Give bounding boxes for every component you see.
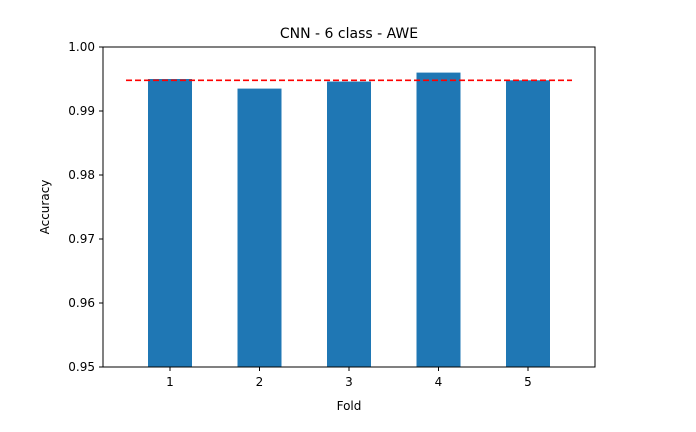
y-tick-label: 1.00 [68, 40, 95, 54]
bar-fold-4 [416, 72, 461, 367]
y-tick-label: 0.96 [68, 296, 95, 310]
y-tick-label: 0.95 [68, 360, 95, 374]
x-tick-label: 1 [166, 375, 174, 389]
y-tick-label: 0.97 [68, 232, 95, 246]
bars-group [148, 72, 550, 367]
x-tick-label: 2 [256, 375, 264, 389]
x-tick-label: 4 [435, 375, 443, 389]
x-tick-label: 5 [524, 375, 532, 389]
x-tick-label: 3 [345, 375, 353, 389]
bar-fold-3 [327, 81, 371, 367]
y-tick-label: 0.99 [68, 104, 95, 118]
bar-fold-1 [148, 79, 192, 367]
y-axis-label: Accuracy [38, 180, 52, 235]
x-axis-label: Fold [337, 399, 362, 413]
y-axis-ticks: 0.95 0.96 0.97 0.98 0.99 1.00 [68, 40, 103, 374]
y-tick-label: 0.98 [68, 168, 95, 182]
x-axis-ticks: 1 2 3 4 5 [166, 367, 532, 389]
bar-fold-5 [506, 80, 550, 367]
chart-title: CNN - 6 class - AWE [280, 26, 418, 42]
bar-fold-2 [237, 88, 282, 367]
